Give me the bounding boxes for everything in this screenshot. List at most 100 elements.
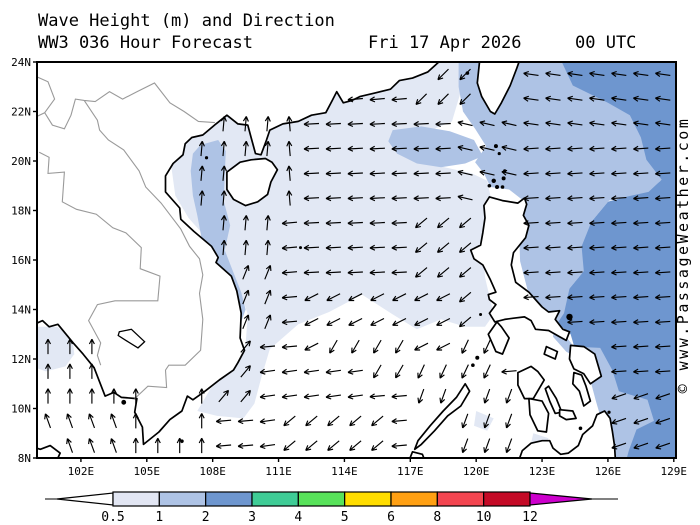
wave-arrow: [325, 170, 341, 177]
wave-arrow: [436, 242, 450, 253]
wave-arrow: [369, 170, 385, 177]
wave-arrow: [611, 368, 627, 375]
wave-arrow: [633, 442, 649, 450]
wave-arrow: [459, 93, 471, 105]
wave-arrow: [435, 195, 451, 202]
wave-arrow: [327, 440, 340, 451]
wave-arrow: [414, 293, 429, 302]
legend-cell: [344, 491, 392, 507]
wave-arrow: [264, 314, 272, 330]
wave-arrow: [523, 220, 539, 227]
islet: [491, 178, 496, 183]
wave-arrow: [176, 437, 183, 454]
coast-mindanao: [518, 410, 617, 458]
wave-arrow: [198, 165, 205, 181]
wave-arrow: [264, 289, 272, 305]
wave-arrow: [347, 220, 363, 227]
wave-arrow: [281, 319, 298, 326]
wave-arrow: [44, 413, 52, 429]
coast-taiwan: [476, 62, 520, 115]
wave-arrow: [589, 294, 605, 301]
wave-arrow: [611, 70, 627, 77]
wave-arrow: [373, 339, 382, 354]
wave-arrow: [633, 294, 649, 301]
wave-arrow: [220, 165, 227, 181]
wave-fill-scs_light_0_5_to_1: [168, 62, 494, 419]
wave-arrow: [479, 145, 495, 151]
wave-arrow: [391, 418, 407, 425]
wave-arrow: [347, 393, 363, 400]
wave-arrow: [347, 145, 363, 152]
wave-arrow: [369, 220, 385, 227]
wave-arrow: [303, 220, 320, 227]
legend-cell: [112, 491, 160, 507]
wave-arrow: [436, 342, 451, 351]
wave-arrow: [589, 170, 605, 177]
wave-arrow: [391, 195, 407, 202]
wave-arrow: [66, 438, 74, 453]
coast-mainland-asia: [37, 62, 440, 446]
wave-arrow: [351, 339, 360, 354]
islet: [500, 185, 505, 189]
wave-fill-gulf_thailand_0_5_to_1: [37, 326, 75, 372]
wave-arrow: [281, 269, 298, 276]
wave-arrow: [655, 195, 671, 202]
wave-arrow: [458, 217, 472, 229]
wave-arrow: [439, 388, 447, 404]
wave-arrow: [457, 120, 473, 127]
wave-arrow: [545, 195, 561, 202]
wave-arrow: [281, 294, 298, 301]
wave-arrow: [633, 170, 649, 177]
wave-arrow: [633, 70, 649, 77]
lake-tonle-sap: [117, 328, 146, 349]
islet: [607, 410, 611, 414]
legend-value: 1: [155, 510, 163, 525]
wave-arrow: [479, 169, 495, 176]
wave-arrow: [545, 269, 561, 276]
wave-arrow: [373, 364, 382, 379]
wave-arrow: [303, 393, 319, 400]
wave-arrow: [461, 364, 469, 379]
wave-arrow: [304, 342, 319, 351]
wave-arrow: [611, 343, 627, 350]
wave-arrow: [325, 145, 341, 152]
wave-arrow: [220, 239, 227, 256]
wave-arrow: [413, 121, 429, 128]
wave-arrow: [347, 96, 363, 103]
wave-arrow: [347, 121, 363, 128]
map-title: Wave Height (m) and Direction: [38, 11, 335, 31]
wave-arrow: [242, 239, 249, 256]
wave-arrow: [303, 145, 320, 152]
wave-arrow: [545, 70, 561, 77]
wave-arrow: [304, 317, 319, 326]
wave-arrow: [458, 291, 472, 303]
wave-arrow: [417, 364, 425, 379]
wave-arrow: [220, 140, 227, 157]
islet: [501, 176, 506, 181]
wave-arrow: [655, 393, 671, 400]
lat-label: 18N: [11, 205, 31, 218]
wave-arrow: [567, 244, 583, 251]
wave-arrow: [325, 368, 341, 375]
wave-arrow: [505, 388, 513, 404]
lat-label: 14N: [11, 304, 31, 317]
wave-arrow: [523, 145, 539, 152]
wave-arrow: [44, 388, 52, 404]
wave-arrow: [437, 93, 449, 105]
wave-arrow: [655, 220, 671, 227]
wave-arrow: [198, 413, 205, 429]
wave-arrow: [264, 264, 272, 280]
wave-arrow: [347, 195, 363, 202]
wave-arrow: [501, 368, 517, 375]
wave-arrow: [461, 438, 469, 454]
wave-arrow: [305, 415, 318, 427]
legend-value: 5: [341, 510, 349, 525]
wave-arrow: [66, 388, 73, 404]
wave-arrow: [523, 170, 539, 177]
wave-arrow: [88, 338, 95, 355]
wave-arrow: [611, 195, 627, 202]
wave-arrow: [611, 319, 627, 326]
wave-arrow: [589, 95, 605, 102]
axis-labels-layer: 24N 22N 20N 18N 16N 14N 12N 10N 8N 102E 105E 108E 11…: [11, 56, 687, 478]
